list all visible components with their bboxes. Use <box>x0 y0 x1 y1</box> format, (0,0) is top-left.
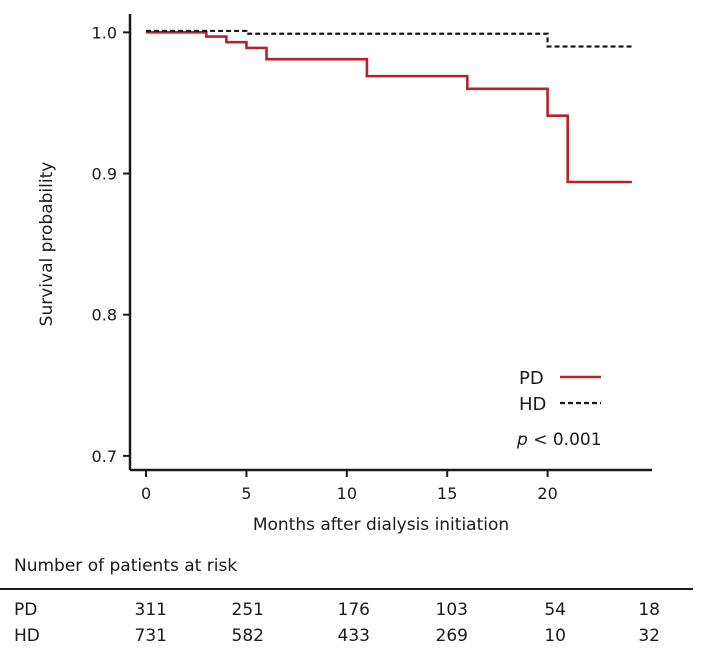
risk-cell: 103 <box>435 600 468 620</box>
y-tick-label: 1.0 <box>92 23 117 42</box>
y-tick-label: 0.7 <box>92 447 117 466</box>
chart-legend: PD HD p < 0.001 <box>516 368 602 450</box>
chart-axes <box>128 14 652 472</box>
y-tick-label: 0.8 <box>92 306 117 325</box>
chart-series <box>146 29 632 184</box>
risk-row-label: HD <box>14 626 40 646</box>
risk-table-title: Number of patients at risk <box>14 556 238 576</box>
p-value-symbol: p <box>516 430 528 450</box>
risk-row-label: PD <box>14 600 38 620</box>
risk-row-pd: PD 311 251 176 103 54 18 <box>0 600 703 624</box>
risk-row-hd: HD 731 582 433 269 10 32 <box>0 626 703 650</box>
x-tick-label: 10 <box>337 484 357 503</box>
p-value-text: < 0.001 <box>528 430 602 450</box>
risk-cell: 251 <box>231 600 264 620</box>
risk-cell: 54 <box>544 600 566 620</box>
series-line-pd <box>146 31 632 184</box>
risk-cell: 433 <box>337 626 370 646</box>
risk-cell: 731 <box>134 626 167 646</box>
risk-cell: 582 <box>231 626 264 646</box>
series-line-hd <box>146 29 632 48</box>
risk-cell: 176 <box>337 600 370 620</box>
y-tick-label: 0.9 <box>92 165 117 184</box>
chart-ticks: 0 5 10 15 20 0.7 0.8 0.9 1.0 <box>92 23 558 503</box>
risk-table-divider <box>0 588 693 590</box>
y-axis-title: Survival probability <box>37 162 57 327</box>
legend-label-pd: PD <box>519 368 544 389</box>
x-axis-title: Months after dialysis initiation <box>253 515 509 535</box>
x-tick-label: 15 <box>437 484 457 503</box>
risk-cell: 269 <box>435 626 468 646</box>
survival-chart: 0 5 10 15 20 0.7 0.8 0.9 1.0 PD HD p < 0.001 Mon… <box>37 14 652 535</box>
risk-cell: 32 <box>638 626 660 646</box>
risk-cell: 311 <box>134 600 167 620</box>
risk-cell: 18 <box>638 600 660 620</box>
legend-label-hd: HD <box>519 394 546 415</box>
x-tick-label: 20 <box>537 484 557 503</box>
x-tick-label: 5 <box>241 484 251 503</box>
p-value-annotation: p < 0.001 <box>516 430 602 450</box>
x-tick-label: 0 <box>141 484 151 503</box>
risk-cell: 10 <box>544 626 566 646</box>
